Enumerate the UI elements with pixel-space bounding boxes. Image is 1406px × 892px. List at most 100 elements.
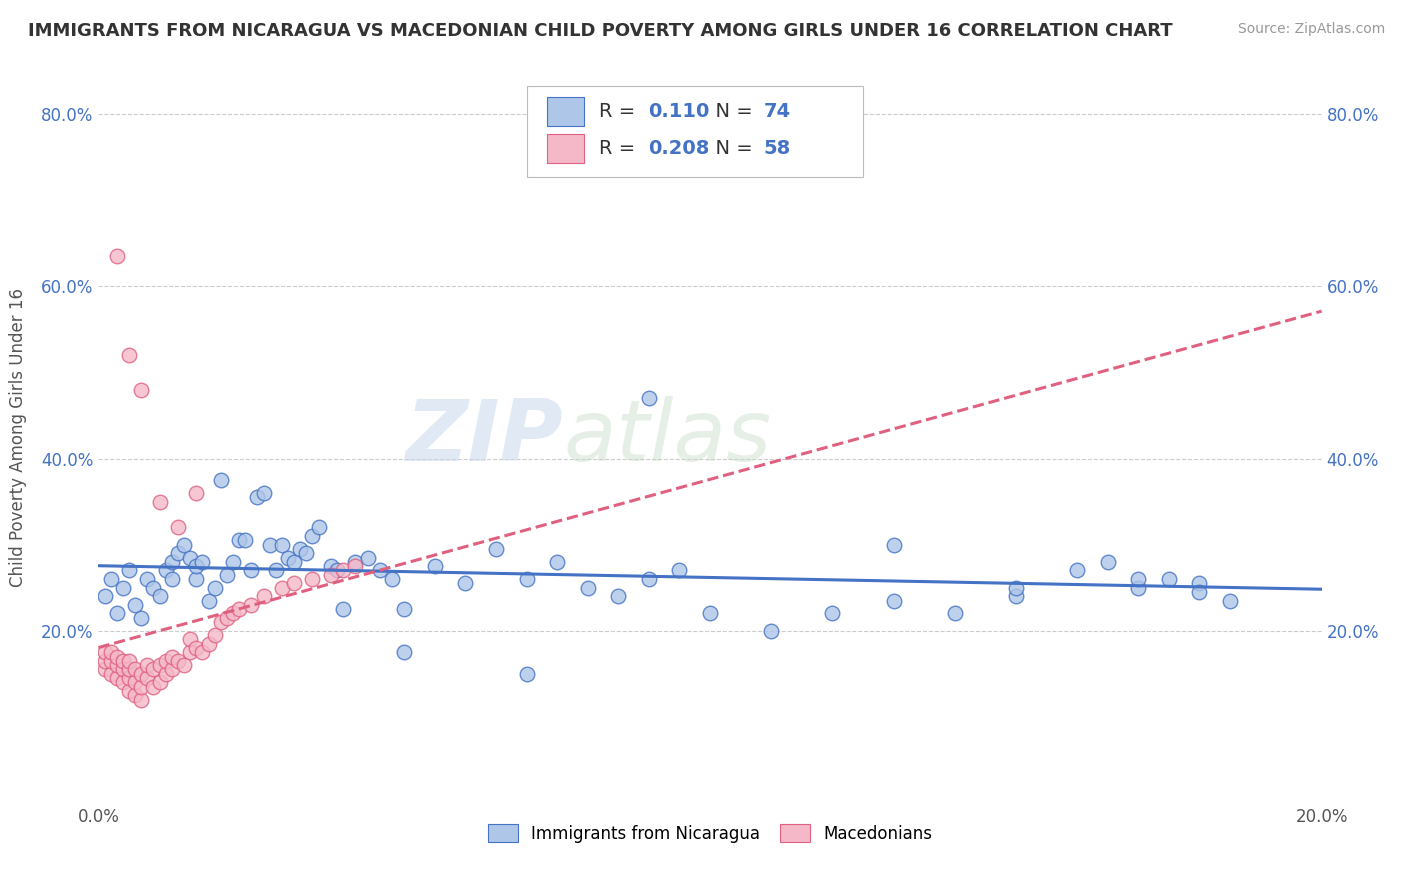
Point [142,662,165,676]
Point [118,654,141,668]
Text: 0.110: 0.110 [648,102,709,121]
Point [129,611,152,625]
Point [105,671,128,685]
Legend: Immigrants from Nicaragua, Macedonians: Immigrants from Nicaragua, Macedonians [481,818,939,849]
Text: 58: 58 [763,138,792,158]
Point [100,654,122,668]
Point [155,666,177,681]
Point [155,564,177,578]
Point [204,581,226,595]
Point [454,576,477,591]
Point [368,564,391,578]
Point [1219,593,1241,607]
Point [118,671,141,685]
Point [301,529,323,543]
Point [821,607,844,621]
Point [308,520,330,534]
Point [149,494,172,508]
Point [129,666,152,681]
Point [136,671,159,685]
Point [277,550,299,565]
Text: R =: R = [599,102,641,121]
Text: 0.208: 0.208 [648,138,709,158]
Point [699,607,721,621]
Text: 74: 74 [763,102,792,121]
Point [283,555,305,569]
Point [100,572,122,586]
Point [136,572,159,586]
Point [186,486,208,500]
Point [270,581,292,595]
Point [129,680,152,694]
Point [93,589,115,603]
Point [111,662,134,676]
Point [301,572,323,586]
Point [118,348,141,362]
Point [637,572,661,586]
Point [546,555,568,569]
Point [167,546,190,560]
Point [1004,581,1026,595]
Point [283,576,305,591]
Point [759,624,782,638]
Point [392,645,416,659]
Point [290,541,312,556]
Point [186,572,208,586]
Point [1097,555,1119,569]
Point [326,564,349,578]
Point [173,538,195,552]
Point [129,383,152,397]
Point [155,654,177,668]
Point [179,632,201,647]
Point [240,564,263,578]
Point [1066,564,1088,578]
Point [264,564,287,578]
Point [516,572,538,586]
Point [105,607,128,621]
Point [252,589,274,603]
Point [319,559,342,574]
Text: atlas: atlas [564,395,772,479]
Point [344,555,367,569]
Point [668,564,690,578]
Point [270,538,292,552]
Point [1157,572,1180,586]
Point [228,602,250,616]
Point [883,593,905,607]
Point [233,533,256,548]
Point [191,645,214,659]
Point [295,546,318,560]
Point [124,675,146,690]
Point [332,564,354,578]
Point [191,555,214,569]
Point [381,572,404,586]
Text: R =: R = [599,138,641,158]
Point [179,645,201,659]
FancyBboxPatch shape [547,134,583,163]
Point [111,581,134,595]
Text: Source: ZipAtlas.com: Source: ZipAtlas.com [1237,22,1385,37]
FancyBboxPatch shape [526,86,863,178]
Point [149,675,172,690]
Point [100,645,122,659]
Point [943,607,966,621]
Point [883,538,905,552]
Point [246,491,269,505]
Point [197,637,219,651]
Point [105,658,128,673]
Point [118,684,141,698]
Point [160,555,183,569]
Point [179,550,201,565]
Point [215,611,238,625]
Point [129,692,152,706]
Point [607,589,630,603]
Point [111,654,134,668]
Point [1128,572,1150,586]
Point [118,662,141,676]
FancyBboxPatch shape [547,97,583,127]
Point [485,541,508,556]
Point [1188,585,1211,599]
Point [93,662,115,676]
Point [93,645,115,659]
Point [136,658,159,673]
